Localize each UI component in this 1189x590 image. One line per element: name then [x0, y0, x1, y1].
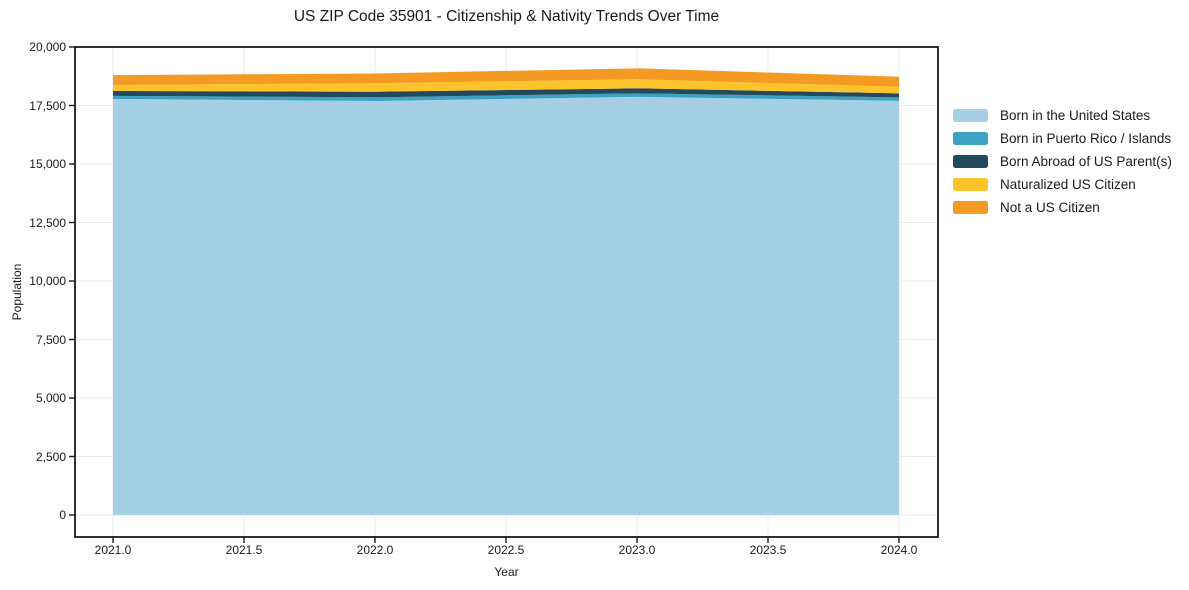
x-tick-label: 2024.0 [880, 543, 918, 557]
y-tick-label: 15,000 [29, 157, 66, 171]
y-tick-label: 5,000 [35, 391, 66, 405]
area-series [113, 93, 899, 102]
y-tick-label: 20,000 [29, 40, 66, 54]
legend-label: Born in Puerto Rico / Islands [1000, 131, 1172, 146]
legend-item: Born Abroad of US Parent(s) [953, 150, 1172, 173]
legend-item: Born in Puerto Rico / Islands [953, 127, 1172, 150]
area-series [113, 88, 899, 98]
legend-label: Not a US Citizen [1000, 200, 1100, 215]
y-tick-label: 2,500 [35, 449, 66, 464]
legend-swatch [953, 201, 988, 214]
x-axis-label: Year [494, 565, 519, 579]
y-tick-label: 7,500 [35, 332, 66, 347]
chart-title: US ZIP Code 35901 - Citizenship & Nativi… [293, 8, 720, 25]
area-series [113, 96, 899, 515]
legend-label: Born Abroad of US Parent(s) [1000, 154, 1172, 169]
x-tick-label: 2022.5 [487, 543, 525, 557]
legend-swatch [953, 109, 988, 122]
area-series [113, 79, 899, 94]
legend-item: Not a US Citizen [953, 196, 1172, 219]
area-series [113, 68, 899, 87]
x-tick-label: 2022.0 [356, 543, 394, 557]
y-tick-label: 0 [59, 508, 66, 522]
legend-item: Naturalized US Citizen [953, 173, 1172, 196]
x-tick-label: 2023.5 [749, 543, 787, 557]
legend-label: Born in the United States [1000, 108, 1151, 123]
y-tick-label: 12,500 [29, 215, 66, 230]
x-tick-label: 2021.0 [94, 543, 132, 557]
x-tick-label: 2021.5 [225, 543, 263, 557]
legend-swatch [953, 178, 988, 191]
legend-swatch [953, 155, 988, 168]
y-tick-label: 10,000 [29, 274, 66, 288]
legend-label: Naturalized US Citizen [1000, 177, 1136, 192]
x-tick-label: 2023.0 [618, 543, 656, 557]
legend-item: Born in the United States [953, 104, 1172, 127]
y-axis-label: Population [10, 263, 24, 321]
chart-legend: Born in the United States Born in Puerto … [953, 104, 1172, 219]
legend-swatch [953, 132, 988, 145]
y-tick-label: 17,500 [29, 98, 66, 113]
